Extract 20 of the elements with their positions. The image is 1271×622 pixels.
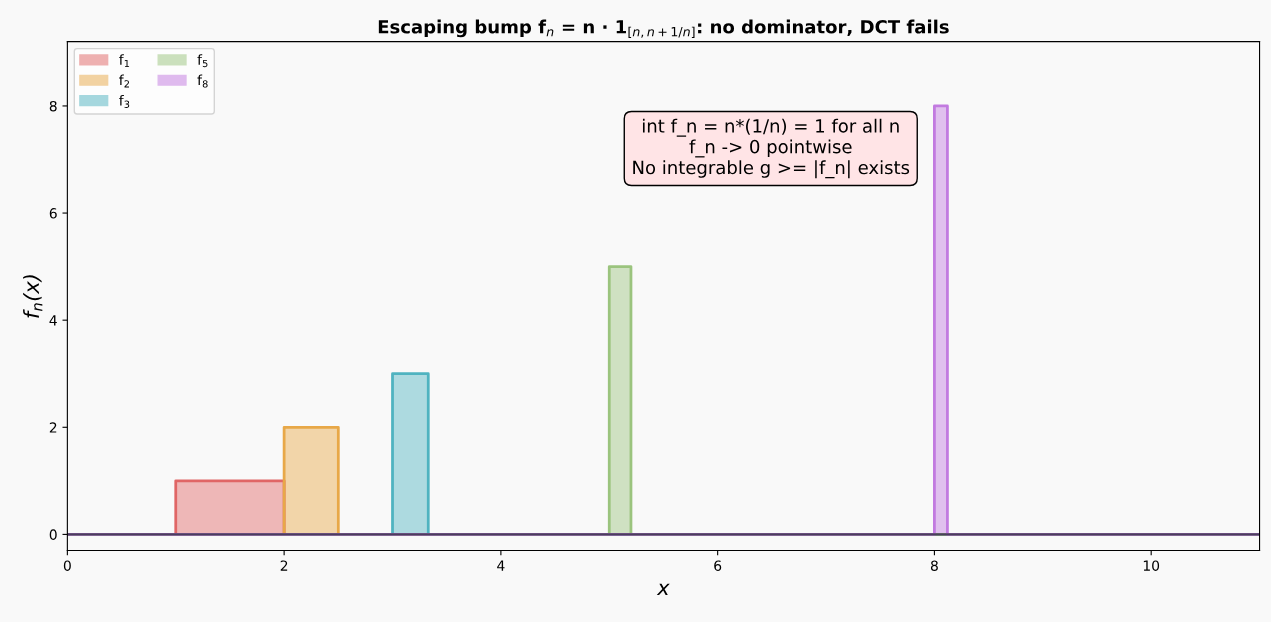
chart-title: Escaping bump f$_{n}$ = n · 1$_{[n,n+1/n]}$: no dominator, DCT fails [378,19,949,38]
y-axis-title: f$_{n}$(x) [23,275,43,318]
legend-label: f$_{8}$ [197,74,208,88]
x-tick-label: 4 [497,560,505,571]
annotation: int f_n = n*(1/n) = 1 for all n f_n -> 0 pointwise No integrable g >= |f_n| exists [633,118,910,179]
y-tick-label: 6 [49,208,57,219]
legend-label: f$_{3}$ [119,94,130,108]
legend-label: f$_{2}$ [119,74,129,88]
y-tick-label: 8 [49,100,57,112]
y-tick-label: 0 [49,529,57,540]
x-axis-title: x [656,583,670,596]
y-tick-label: 4 [49,315,57,326]
legend-label: f$_{1}$ [119,54,130,67]
x-tick-label: 0 [63,560,71,571]
x-tick-label: 2 [280,560,288,571]
x-tick-label: 8 [930,560,938,571]
y-tick-label: 2 [49,422,57,433]
x-tick-label: 10 [1143,560,1160,571]
x-tick-label: 6 [714,560,722,571]
legend-label: f$_{5}$ [197,54,208,68]
